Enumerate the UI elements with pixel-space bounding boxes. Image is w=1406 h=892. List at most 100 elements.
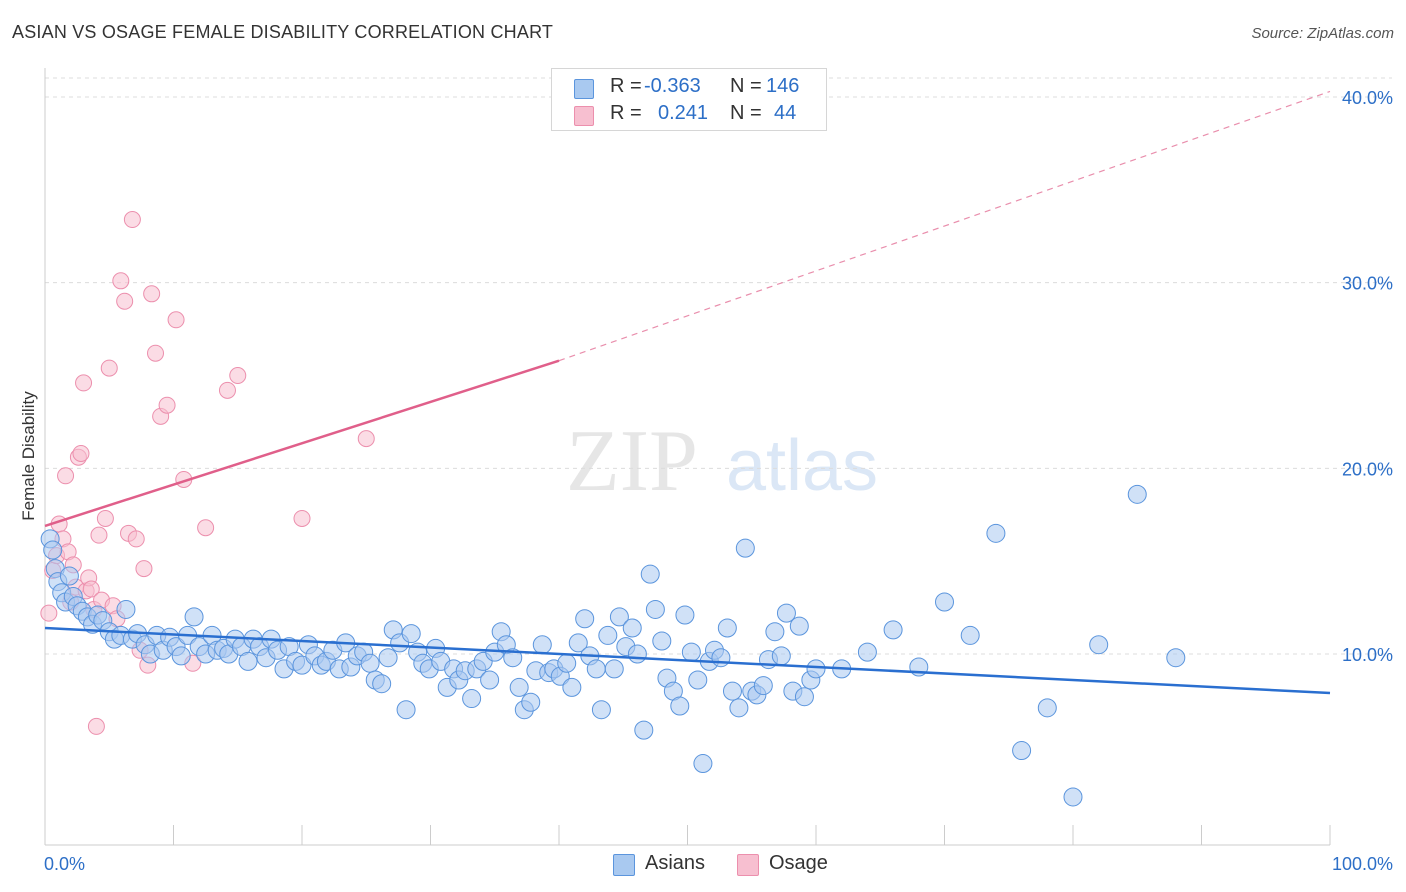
asian-point — [609, 607, 629, 627]
asian-point — [765, 622, 785, 642]
osage-point — [112, 272, 130, 290]
osage-point — [127, 530, 145, 548]
asian-point — [1037, 698, 1057, 718]
osage-point — [40, 604, 58, 622]
asian-point — [378, 648, 398, 668]
asian-point — [717, 618, 737, 638]
legend-r-label: R = — [610, 102, 642, 124]
osage-point — [72, 444, 90, 462]
osage-trend-extension — [558, 90, 1331, 362]
osage-point — [135, 560, 153, 578]
asian-point — [591, 700, 611, 720]
asian-point — [562, 677, 582, 697]
asian-point — [711, 648, 731, 668]
source-attribution: Source: ZipAtlas.com — [1251, 25, 1394, 42]
asian-trend-line — [44, 626, 1331, 695]
legend-r-label: R = — [610, 75, 642, 97]
asian-point — [509, 677, 529, 697]
asian-point — [794, 687, 814, 707]
osage-point — [57, 467, 75, 485]
asian-point — [935, 592, 954, 612]
asian-point — [116, 599, 136, 619]
y-tick-label: 10.0% — [1342, 645, 1393, 665]
asian-legend-swatch-icon — [613, 854, 635, 876]
osage-point — [90, 526, 108, 544]
asian-point — [776, 603, 796, 623]
y-axis-title: Female Disability — [19, 391, 38, 521]
osage-point — [116, 292, 134, 310]
correlation-legend: R = -0.363 N = 146 R = 0.241 N = 44 — [551, 68, 827, 131]
asian-point — [372, 674, 392, 694]
osage-legend-label: Osage — [769, 852, 828, 874]
osage-point — [229, 367, 247, 384]
legend-r-value-osage: 0.241 — [658, 102, 709, 124]
asian-point — [586, 659, 606, 679]
asian-point — [688, 670, 708, 690]
asian-point — [771, 646, 791, 666]
asian-point — [43, 540, 63, 560]
asian-point — [396, 700, 416, 720]
asian-point — [604, 659, 624, 679]
osage-swatch-icon — [574, 106, 594, 126]
x-tick-label: 100.0% — [1332, 854, 1393, 874]
osage-point — [293, 509, 311, 527]
asian-point — [184, 607, 204, 627]
gridlines — [45, 77, 1392, 655]
asian-point — [521, 692, 541, 712]
asian-point — [753, 676, 773, 696]
asian-point — [1012, 741, 1032, 761]
x-tick-label: 0.0% — [44, 854, 85, 874]
watermark-atlas: atlas — [726, 426, 878, 506]
asian-point — [806, 659, 826, 679]
asian-point — [986, 523, 1006, 543]
legend-r-value-asians: -0.363 — [644, 75, 701, 97]
legend-n-label: N = — [730, 102, 762, 124]
osage-point — [167, 311, 185, 329]
asian-point — [693, 754, 713, 774]
asian-point — [292, 655, 312, 675]
asian-point — [857, 642, 877, 662]
asian-point — [645, 599, 665, 619]
asian-point — [640, 564, 660, 584]
y-tick-label: 20.0% — [1342, 459, 1393, 479]
asian-point — [557, 653, 577, 673]
asian-point — [360, 653, 380, 673]
asian-point — [1166, 648, 1186, 668]
asian-point — [532, 635, 552, 655]
axis-labels: 10.0% 20.0% 30.0% 40.0% 0.0% 100.0% — [44, 88, 1393, 874]
asian-point — [238, 651, 258, 671]
osage-point — [218, 381, 236, 399]
osage-point — [158, 396, 176, 414]
y-tick-label: 40.0% — [1342, 88, 1393, 108]
asian-point — [462, 689, 482, 709]
asian-point — [1127, 484, 1147, 504]
osage-point-group — [40, 211, 375, 735]
asian-legend-label: Asians — [645, 852, 706, 874]
asian-point — [568, 633, 588, 653]
osage-point — [100, 359, 118, 377]
asian-point — [883, 620, 903, 640]
asian-point — [634, 720, 654, 740]
osage-point — [75, 374, 93, 392]
legend-n-label: N = — [730, 75, 762, 97]
osage-point — [197, 519, 215, 537]
asian-point — [960, 625, 980, 645]
asian-point — [622, 618, 642, 638]
asian-point — [1089, 635, 1109, 655]
osage-point — [82, 580, 100, 598]
asian-point — [171, 646, 191, 666]
asian-point — [735, 538, 755, 558]
asian-point — [675, 605, 695, 625]
asian-point — [670, 696, 690, 716]
asian-point — [627, 644, 647, 664]
osage-point — [96, 509, 114, 527]
legend-n-value-asians: 146 — [766, 75, 800, 97]
osage-point — [143, 285, 161, 303]
asian-swatch-icon — [574, 79, 594, 99]
asian-point — [681, 642, 701, 662]
osage-point — [123, 211, 141, 229]
asian-point — [652, 631, 672, 651]
asian-point — [789, 616, 809, 636]
osage-legend-swatch-icon — [737, 854, 759, 876]
